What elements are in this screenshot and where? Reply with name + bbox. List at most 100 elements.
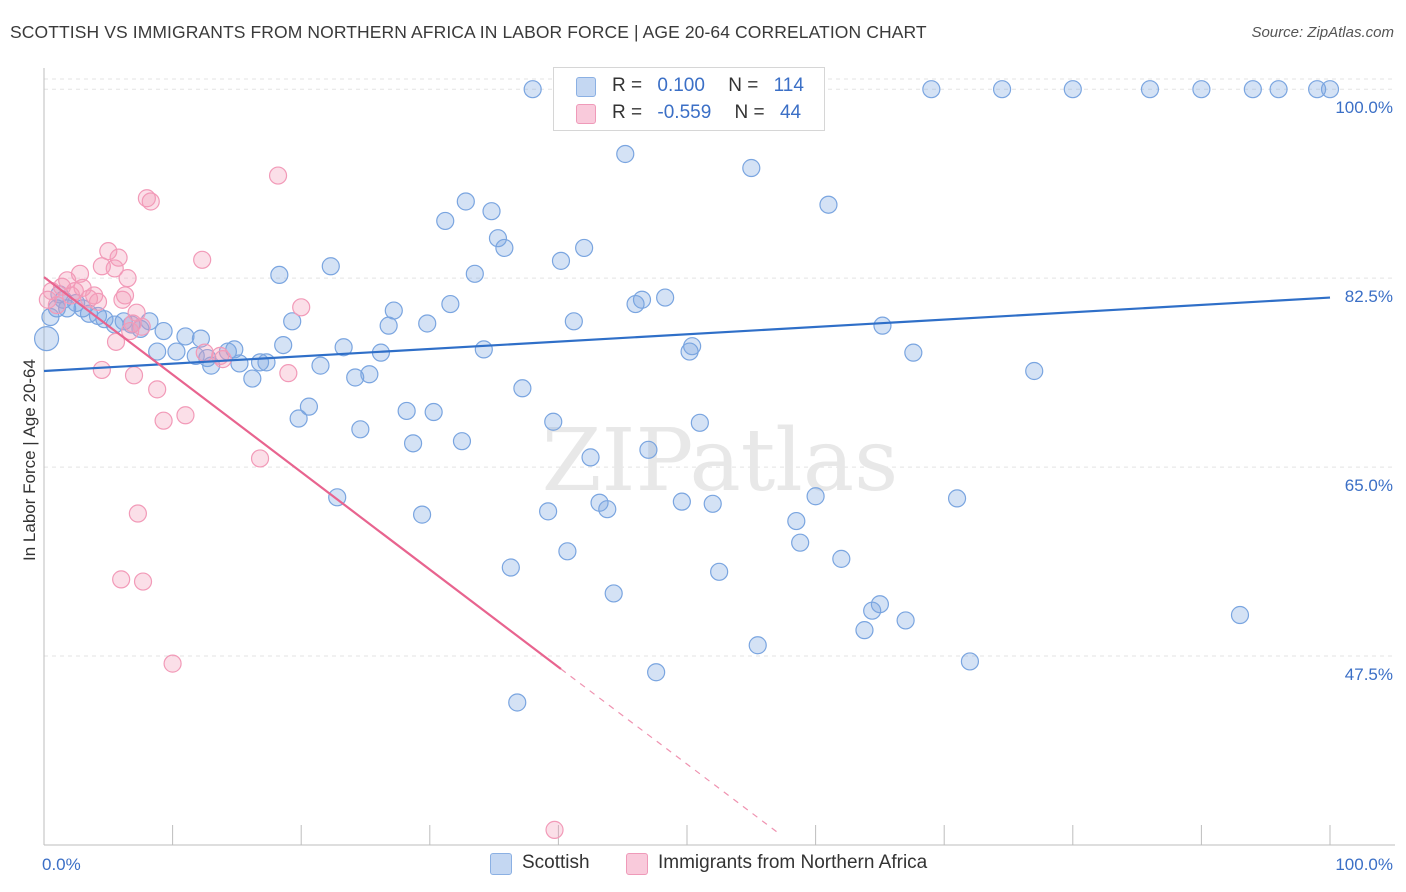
scottish-point: [257, 353, 276, 372]
scottish-point: [922, 80, 941, 99]
scottish-point: [176, 327, 195, 346]
scottish-point: [321, 257, 340, 276]
scottish-point: [690, 413, 709, 432]
scottish-point: [632, 290, 652, 309]
scottish-point: [311, 356, 330, 375]
trend-lines: [43, 276, 1331, 833]
immigrants-point: [115, 286, 135, 305]
scottish-point: [403, 434, 423, 453]
scottish-point: [742, 158, 761, 178]
scottish-point: [351, 420, 370, 439]
scottish-trend-line: [43, 296, 1331, 373]
immigrants-point: [148, 380, 167, 399]
bottom-legend-swatch-immigrants: [626, 853, 648, 875]
immigrants-point: [124, 366, 144, 385]
scottish-point: [855, 621, 874, 640]
scottish-point: [1230, 605, 1250, 625]
scottish-point: [1140, 80, 1160, 99]
immigrants-trend-line: [43, 276, 562, 670]
scottish-point: [896, 611, 915, 630]
scottish-point: [346, 368, 365, 387]
legend-n-value: 44: [779, 102, 802, 123]
immigrants-trend-extension: [560, 668, 778, 833]
immigrants-point: [213, 350, 232, 369]
scottish-point: [616, 144, 635, 164]
scottish-point: [482, 202, 501, 221]
immigrants-point: [99, 242, 118, 261]
legend-r-label: R =: [612, 75, 643, 96]
immigrants-point: [176, 406, 195, 425]
scottish-point: [270, 265, 289, 285]
immigrants-point: [106, 332, 126, 351]
scottish-point: [289, 409, 308, 428]
scottish-point: [604, 584, 623, 603]
scottish-point: [787, 511, 806, 531]
scottish-point: [1308, 80, 1327, 99]
scottish-point: [379, 316, 398, 335]
scottish-point: [1243, 80, 1262, 99]
scottish-point: [581, 448, 600, 467]
y-tick-label: 65.0%: [1345, 476, 1393, 495]
scottish-point: [558, 542, 577, 561]
immigrants-point: [545, 820, 564, 839]
immigrants-point: [163, 654, 182, 673]
scottish-point: [513, 379, 532, 398]
y-tick-label: 47.5%: [1345, 665, 1393, 684]
series-immigrants-points: [38, 166, 564, 839]
scottish-point: [243, 369, 262, 388]
immigrants-point: [268, 166, 288, 185]
immigrants-point: [279, 364, 298, 383]
scottish-point: [508, 693, 527, 712]
chart-title: SCOTTISH VS IMMIGRANTS FROM NORTHERN AFR…: [10, 22, 927, 42]
scottish-point: [1025, 361, 1044, 381]
legend-r-label: R =: [612, 102, 643, 123]
scottish-point: [397, 401, 416, 421]
immigrants-point: [292, 298, 311, 317]
scottish-point: [167, 342, 186, 361]
scottish-point: [806, 487, 825, 506]
y-axis-label: In Labor Force | Age 20-64: [20, 359, 39, 561]
scottish-point: [441, 294, 460, 314]
immigrants-point: [128, 504, 147, 523]
scottish-point: [465, 264, 484, 283]
scottish-point: [639, 440, 658, 459]
scottish-point: [299, 397, 319, 416]
x-tick-label: 0.0%: [42, 855, 81, 874]
scottish-point: [703, 494, 722, 513]
correlation-legend: R = 0.100 N = 114 R = -0.559 N = 44: [553, 67, 825, 131]
scottish-point: [819, 195, 838, 214]
immigrants-point: [112, 570, 131, 589]
immigrants-point: [193, 250, 212, 269]
scottish-point: [598, 500, 617, 519]
scottish-point: [154, 321, 173, 341]
series-scottish-points: [33, 80, 1340, 712]
immigrants-point: [127, 303, 146, 322]
scottish-point: [436, 211, 455, 231]
scottish-point: [418, 314, 437, 333]
tick-labels: 100.0% 82.5% 65.0% 47.5% 0.0% 100.0%: [42, 98, 1393, 874]
scottish-point: [1063, 80, 1082, 99]
y-tick-label: 82.5%: [1345, 287, 1393, 306]
scottish-point: [748, 636, 767, 655]
scottish-point: [452, 432, 472, 451]
scottish-point: [575, 238, 594, 258]
scottish-point: [960, 652, 980, 671]
scottish-point: [832, 549, 851, 568]
scottish-point: [551, 251, 571, 270]
scottish-point: [283, 312, 302, 331]
legend-r-value: -0.559: [657, 102, 712, 123]
immigrants-point: [141, 192, 160, 211]
chart-source: Source: ZipAtlas.com: [1251, 24, 1394, 41]
scottish-point: [274, 335, 293, 355]
scottish-point: [384, 301, 403, 320]
scottish-point: [992, 80, 1012, 99]
scottish-point: [1320, 80, 1340, 99]
legend-n-label: N =: [728, 75, 759, 96]
scottish-point: [501, 558, 520, 577]
scottish-point: [947, 489, 967, 508]
legend-swatch-scottish: [576, 77, 596, 97]
immigrants-point: [105, 259, 124, 278]
immigrants-point: [133, 572, 153, 591]
scottish-point: [683, 337, 702, 356]
